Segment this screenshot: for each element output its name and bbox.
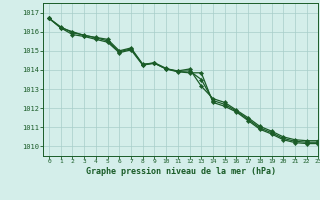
X-axis label: Graphe pression niveau de la mer (hPa): Graphe pression niveau de la mer (hPa) (86, 167, 276, 176)
